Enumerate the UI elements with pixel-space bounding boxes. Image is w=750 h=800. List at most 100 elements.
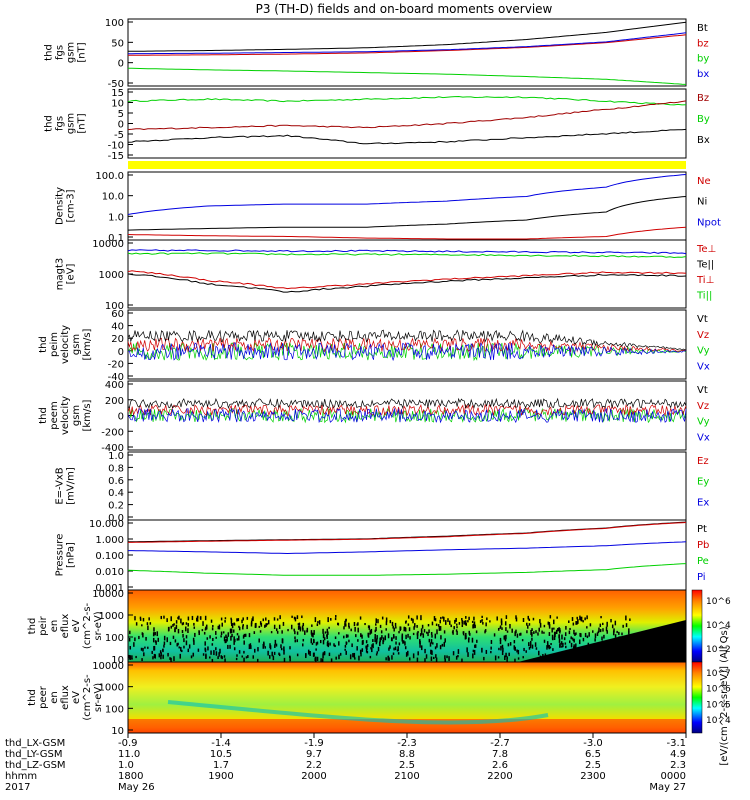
spectrogram-speck — [558, 638, 561, 643]
spectrogram-speck — [398, 642, 401, 646]
spectrogram-speck — [327, 640, 329, 646]
spectrogram-speck — [166, 618, 168, 623]
spectrogram-speck — [233, 629, 235, 633]
spectrogram-speck — [538, 650, 540, 656]
spectrogram-speck — [486, 617, 488, 621]
spectrogram-speck — [212, 637, 214, 642]
spectrogram-speck — [404, 646, 407, 650]
spectrogram-speck — [501, 644, 504, 649]
spectrogram-speck — [143, 652, 145, 657]
y-tick-label: 40 — [111, 322, 124, 333]
spectrogram-speck — [599, 623, 602, 628]
spectrogram-speck — [380, 637, 382, 641]
series-line — [127, 273, 687, 293]
spectrogram-speck — [570, 636, 572, 640]
spectrogram-speck — [471, 637, 474, 643]
spectrogram-speck — [226, 636, 228, 642]
spectrogram-speck — [446, 655, 448, 659]
spectrogram-speck — [328, 652, 331, 657]
spectrogram-speck — [494, 655, 497, 661]
spectrogram-speck — [387, 633, 390, 639]
spectrogram-speck — [419, 633, 422, 637]
spectrogram-speck — [227, 632, 230, 637]
spectrogram-speck — [313, 630, 315, 635]
spectrogram-speck — [516, 633, 519, 638]
y-tick-label: 10 — [111, 655, 124, 666]
spectrogram-speck — [315, 642, 318, 646]
spectrogram-speck — [573, 644, 575, 650]
spectrogram-speck — [535, 647, 538, 650]
spectrogram-speck — [568, 620, 570, 623]
series-line — [127, 249, 687, 255]
spectrogram-speck — [457, 649, 460, 654]
y-axis-label: [nPa] — [66, 542, 77, 568]
spectrogram-speck — [405, 634, 407, 640]
y-tick-label: 10 — [111, 726, 124, 737]
panel-7: 1.00.8 0.60.4 0.20.0 E=-VxB [mV/m] Ez Ey Ex — [55, 451, 710, 524]
y-tick-label: 10000 — [92, 239, 124, 250]
spectrogram-speck — [334, 644, 336, 648]
spectrogram-speck — [236, 633, 239, 636]
spectrogram-speck — [388, 647, 390, 651]
spectrogram-speck — [181, 630, 184, 634]
spectrogram-speck — [606, 621, 608, 627]
spectrogram-speck — [414, 623, 416, 628]
spectrogram-speck — [202, 621, 204, 626]
spectrogram-speck — [546, 645, 548, 650]
spectrogram-speck — [265, 617, 267, 621]
spectrogram-speck — [348, 639, 350, 643]
spectrogram-speck — [490, 646, 492, 650]
y-tick-label: -40 — [108, 372, 124, 383]
x-tick-label: 4.9 — [670, 749, 686, 760]
spectrogram-speck — [427, 623, 430, 627]
series-line — [127, 128, 687, 145]
spectrogram-speck — [159, 650, 162, 654]
spectrogram-speck — [204, 647, 206, 651]
spectrogram-speck — [517, 649, 520, 655]
spectrogram-speck — [220, 617, 223, 621]
spectrogram-speck — [528, 623, 531, 626]
spectrogram-speck — [238, 626, 241, 631]
spectrogram-speck — [537, 632, 539, 636]
spectrogram-speck — [444, 638, 446, 643]
spectrogram-speck — [420, 628, 423, 632]
spectrogram-speck — [250, 620, 253, 625]
x-tick-label: 11.0 — [118, 749, 140, 760]
spectrogram-speck — [375, 653, 378, 656]
spectrogram-speck — [416, 615, 418, 620]
spectrogram-speck — [275, 628, 278, 632]
spectrogram-speck — [146, 622, 149, 626]
spectrogram-speck — [587, 642, 590, 646]
spectrogram-speck — [343, 626, 345, 630]
y-tick-label: 100 — [105, 704, 124, 715]
spectrogram-speck — [223, 655, 226, 658]
spectrogram-speck — [432, 642, 434, 645]
y-tick-label: 10000 — [92, 589, 124, 600]
spectrogram-speck — [344, 623, 347, 627]
legend-entry: Ex — [697, 497, 709, 508]
spectrogram-speck — [141, 658, 143, 662]
spectrogram-speck — [281, 638, 284, 644]
spectrogram-speck — [354, 657, 356, 660]
spectrogram-speck — [351, 643, 353, 648]
spectrogram-speck — [276, 618, 279, 621]
spectrogram-speck — [376, 635, 378, 640]
spectrogram-speck — [424, 658, 426, 662]
velocity-trace — [127, 342, 687, 362]
spectrogram-speck — [193, 640, 195, 645]
spectrogram-speck — [565, 625, 567, 630]
spectrogram-speck — [548, 632, 551, 636]
legend-entry: Ez — [697, 456, 709, 467]
spectrogram-speck — [272, 655, 275, 661]
spectrogram-speck — [301, 625, 304, 630]
spectrogram-speck — [230, 628, 233, 634]
spectrogram-speck — [419, 640, 421, 645]
y-axis-label: gsm — [71, 334, 82, 355]
x-tick-label: 1.7 — [213, 760, 229, 771]
legend-entry: Vt — [697, 314, 708, 325]
colorbar-label: [eV/(cm^2-s-sr-eV)] (All Qs) — [719, 626, 730, 765]
spectrogram-speck — [187, 623, 189, 627]
spectrogram-speck — [149, 622, 152, 625]
spectrogram-speck — [269, 655, 271, 659]
